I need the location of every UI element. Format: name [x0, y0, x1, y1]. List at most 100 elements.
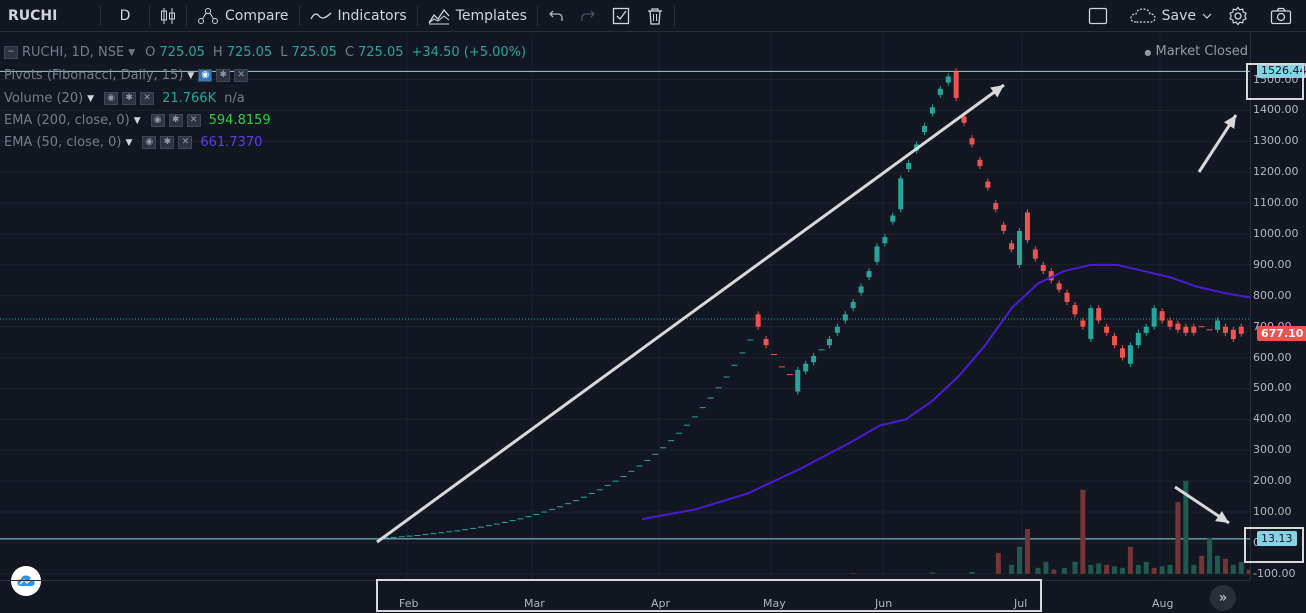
gear-icon[interactable]: ✱: [122, 92, 137, 105]
collapse-icon[interactable]: −: [4, 46, 18, 59]
candle: [1119, 348, 1125, 358]
interval-button[interactable]: D: [119, 7, 131, 24]
fullscreen-button[interactable]: [1074, 0, 1122, 32]
candle: [945, 76, 951, 83]
annotation-box-time-axis: [376, 579, 1042, 612]
indicators-button[interactable]: Indicators: [302, 0, 415, 32]
chevron-down-icon[interactable]: ▼: [128, 47, 136, 58]
time-axis-label: Apr: [651, 597, 671, 610]
price-axis-label: 200.00: [1253, 474, 1292, 488]
legend-ema200: EMA (200, close, 0) ▼ ◉ ✱ ✕ 594.8159: [4, 113, 271, 128]
close-icon[interactable]: ✕: [186, 114, 201, 127]
candle: [795, 369, 801, 392]
volume-bar: [1183, 480, 1189, 574]
candle: [929, 107, 935, 114]
symbol-search-button[interactable]: RUCHI: [8, 7, 58, 24]
chevron-down-icon: [1202, 12, 1212, 20]
eye-icon[interactable]: ◉: [198, 69, 213, 82]
close-icon[interactable]: ✕: [140, 92, 155, 105]
snapshot-button[interactable]: [1256, 0, 1306, 32]
price-axis[interactable]: 1500.00 1400.00 1300.00 1200.00 1100.00 1000.…: [1250, 33, 1306, 580]
chart-pane[interactable]: − RUCHI, 1D, NSE ▼ O 725.05 H 725.05 L 725.…: [0, 33, 1250, 611]
ohlc-low-label: L: [280, 45, 288, 60]
toolbar-divider: [100, 5, 101, 26]
candle: [1017, 230, 1023, 265]
compare-icon: [197, 7, 219, 25]
candle: [953, 71, 959, 99]
gear-icon[interactable]: ✱: [216, 69, 231, 82]
volume-bar: [1191, 564, 1197, 574]
market-status: ● Market Closed: [1144, 44, 1248, 59]
candle: [1183, 326, 1189, 333]
candle: [1088, 308, 1094, 340]
redo-button[interactable]: [572, 0, 604, 32]
save-button[interactable]: Save: [1122, 0, 1220, 32]
ohlc-open-label: O: [145, 45, 156, 60]
volume-na: n/a: [224, 91, 245, 106]
candle: [993, 203, 999, 210]
cloud-icon: [1130, 8, 1156, 24]
volume-label[interactable]: Volume (20): [4, 91, 84, 106]
candle: [1096, 308, 1102, 321]
chart-type-button[interactable]: [152, 0, 184, 32]
tradingview-logo[interactable]: [11, 566, 41, 596]
gear-icon[interactable]: ✱: [160, 136, 175, 149]
candle: [866, 271, 872, 278]
legend-main: − RUCHI, 1D, NSE ▼ O 725.05 H 725.05 L 725.…: [4, 45, 526, 60]
candle: [1001, 224, 1007, 231]
volume-bar: [1024, 528, 1030, 574]
ema50-label[interactable]: EMA (50, close, 0): [4, 135, 122, 150]
chevron-down-icon[interactable]: ▼: [125, 137, 133, 148]
candle: [1048, 271, 1054, 281]
undo-icon: [548, 10, 563, 21]
candle: [1112, 335, 1118, 346]
time-axis-label: May: [763, 597, 786, 610]
pivots-label[interactable]: Pivots (Fibonacci, Daily, 15): [4, 68, 184, 83]
time-axis-label: Mar: [524, 597, 545, 610]
templates-label: Templates: [455, 7, 527, 24]
gear-icon[interactable]: ✱: [168, 114, 183, 127]
volume-bar: [1051, 569, 1057, 574]
candle: [1143, 326, 1149, 333]
ema200-label[interactable]: EMA (200, close, 0): [4, 113, 130, 128]
price-chart[interactable]: [0, 33, 1250, 580]
annotation-box-price-high: [1246, 63, 1304, 100]
templates-button[interactable]: Templates: [420, 0, 535, 32]
close-icon[interactable]: ✕: [234, 69, 249, 82]
volume-bar: [1230, 564, 1236, 574]
chevron-down-icon[interactable]: ▼: [87, 93, 95, 104]
candle: [1215, 320, 1221, 330]
candle: [898, 178, 904, 210]
undo-button[interactable]: [540, 0, 572, 32]
market-status-label: Market Closed: [1155, 44, 1249, 59]
volume-bar: [1119, 567, 1125, 574]
volume-bar: [1246, 569, 1250, 574]
volume-bar: [850, 573, 856, 574]
eye-icon[interactable]: ◉: [150, 114, 165, 127]
eye-icon[interactable]: ◉: [104, 92, 119, 105]
price-tag-current: 677.10: [1257, 325, 1306, 341]
volume-bar: [1017, 546, 1023, 574]
close-icon[interactable]: ✕: [178, 136, 193, 149]
legend-symbol[interactable]: RUCHI, 1D, NSE: [22, 45, 125, 60]
volume-bar: [1238, 561, 1244, 574]
settings-button[interactable]: [1220, 0, 1256, 32]
checklist-button[interactable]: [604, 0, 638, 32]
volume-bar: [1080, 489, 1086, 574]
eye-icon[interactable]: ◉: [142, 136, 157, 149]
ohlc-high: 725.05: [226, 45, 273, 60]
chevron-down-icon[interactable]: ▼: [133, 115, 141, 126]
candle: [1127, 345, 1133, 364]
compare-button[interactable]: Compare: [189, 0, 297, 32]
candle: [763, 339, 769, 346]
price-axis-label: 800.00: [1253, 288, 1292, 302]
volume-bar: [1096, 563, 1102, 574]
candle: [1230, 329, 1236, 340]
scroll-to-realtime-button[interactable]: »: [1210, 585, 1236, 611]
chevron-down-icon[interactable]: ▼: [187, 70, 195, 81]
annotation-arrow-low-head: [1215, 510, 1229, 523]
remove-drawings-button[interactable]: [638, 0, 672, 32]
time-axis-label: Feb: [399, 597, 419, 610]
toolbar-divider: [536, 5, 538, 26]
indicators-icon: [309, 9, 332, 23]
